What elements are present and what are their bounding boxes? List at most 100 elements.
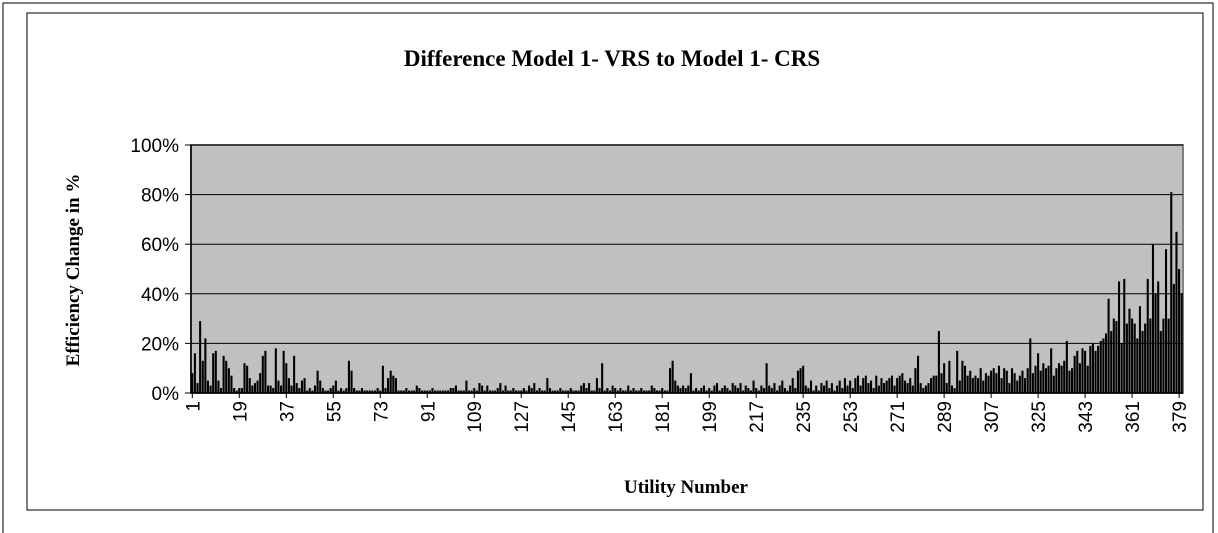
- bar: [700, 388, 703, 393]
- bar: [849, 380, 852, 393]
- bar: [376, 388, 379, 393]
- bar: [723, 385, 726, 393]
- bar: [494, 390, 497, 393]
- bar: [726, 388, 729, 393]
- bar: [1084, 350, 1087, 393]
- bar: [580, 385, 583, 393]
- x-tick-label: 127: [512, 401, 533, 433]
- bar: [945, 383, 948, 393]
- bar: [447, 390, 450, 393]
- bar: [1159, 331, 1162, 393]
- bar: [987, 375, 990, 393]
- bar: [199, 321, 202, 393]
- bar: [457, 390, 460, 393]
- bar: [950, 385, 954, 393]
- bar: [830, 383, 833, 393]
- bar: [624, 390, 627, 393]
- bar: [614, 388, 617, 393]
- bar: [300, 380, 303, 393]
- bar: [488, 390, 491, 393]
- bar: [1164, 249, 1168, 393]
- bar: [815, 385, 818, 393]
- bar: [522, 388, 525, 393]
- bar: [470, 390, 473, 393]
- bar: [789, 385, 792, 393]
- bar: [588, 383, 591, 393]
- bar: [428, 390, 431, 393]
- bar: [906, 383, 909, 393]
- bar: [293, 355, 296, 393]
- bar: [465, 380, 468, 393]
- bar: [742, 390, 745, 393]
- bar: [635, 390, 638, 393]
- bar: [379, 390, 382, 393]
- bar: [598, 388, 601, 393]
- bar: [193, 353, 196, 393]
- bar: [340, 388, 343, 393]
- bar: [1099, 340, 1102, 393]
- bar: [546, 378, 549, 393]
- bar: [201, 360, 204, 393]
- bar: [916, 355, 920, 393]
- bar: [423, 390, 426, 393]
- bar: [381, 365, 384, 393]
- bar: [718, 390, 721, 393]
- bar: [1003, 368, 1006, 393]
- bar: [846, 385, 849, 393]
- bar: [817, 390, 820, 393]
- bar: [384, 388, 387, 393]
- bar: [862, 378, 865, 393]
- bar: [303, 378, 306, 393]
- bar: [418, 388, 421, 393]
- bar: [559, 388, 562, 393]
- bar: [914, 368, 917, 393]
- bar: [535, 390, 538, 393]
- bar: [269, 385, 272, 393]
- bar: [264, 350, 267, 393]
- bar: [204, 338, 207, 393]
- bar: [564, 390, 567, 393]
- bar: [877, 385, 880, 393]
- bar: [843, 378, 846, 393]
- bar: [478, 383, 481, 393]
- bar: [744, 385, 747, 393]
- bar: [467, 390, 471, 393]
- bar: [196, 383, 199, 393]
- plot-area: [190, 144, 1184, 394]
- bar: [838, 380, 841, 393]
- bar: [397, 390, 400, 393]
- bar: [1110, 331, 1113, 393]
- bar: [1081, 348, 1084, 393]
- bar: [530, 388, 533, 393]
- x-tick-label: 145: [559, 401, 580, 433]
- bar: [462, 390, 465, 393]
- x-tick-label: 217: [747, 401, 768, 433]
- bar: [676, 385, 679, 393]
- bar: [1042, 363, 1045, 393]
- bar: [436, 390, 439, 393]
- bar: [1044, 368, 1047, 393]
- bar: [1146, 278, 1149, 393]
- bar: [645, 390, 648, 393]
- bar: [1013, 373, 1016, 393]
- bar: [585, 388, 588, 393]
- bar: [355, 390, 358, 393]
- bar: [1021, 370, 1024, 393]
- bar: [807, 388, 810, 393]
- bar: [883, 383, 886, 393]
- x-tick-label: 307: [982, 401, 1003, 433]
- bar: [721, 388, 724, 393]
- bar: [710, 390, 713, 393]
- bar: [969, 370, 972, 393]
- bar: [864, 375, 867, 393]
- bar: [956, 350, 959, 393]
- bar: [280, 385, 283, 393]
- bar: [1131, 318, 1134, 393]
- bar: [1060, 365, 1063, 393]
- bar: [809, 380, 813, 393]
- bar: [316, 370, 319, 393]
- bar: [439, 390, 442, 393]
- bar: [760, 385, 763, 393]
- bar: [1115, 321, 1118, 393]
